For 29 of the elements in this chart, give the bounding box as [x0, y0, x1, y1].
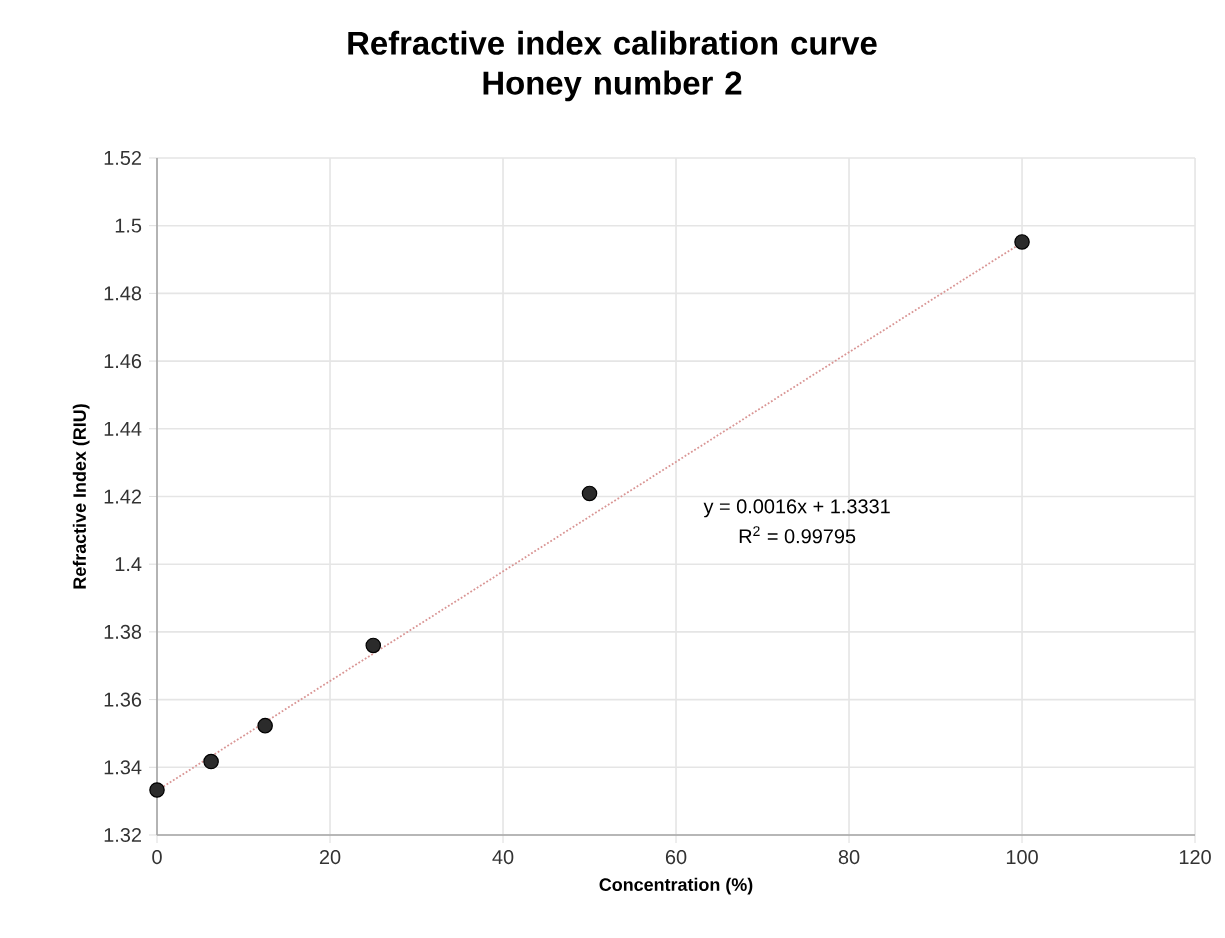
x-tick-label: 100: [1006, 850, 1038, 865]
point: [203, 753, 219, 770]
x-tick-label: 120: [1179, 850, 1211, 865]
y-tick-label: 1.36: [104, 692, 142, 707]
x-tick-label: 60: [665, 850, 687, 865]
x-tick-label: 20: [319, 850, 341, 865]
y-tick-label: 1.42: [104, 489, 141, 504]
y-tick-label: 1.38: [104, 624, 142, 639]
point: [1014, 234, 1030, 250]
point: [257, 717, 273, 734]
y-tick-label: 1.46: [104, 354, 142, 369]
y-tick-label: 1.4: [115, 557, 142, 572]
x-tick-label: 80: [838, 850, 860, 865]
annotation: R$^{2}$ = 0.99795: [739, 526, 856, 544]
y-tick-label: 1.34: [104, 760, 142, 775]
point: [149, 782, 165, 798]
y-tick-label: 1.48: [104, 286, 142, 301]
y-tick-label: 1.32: [104, 827, 141, 843]
x-tick-label: 0: [152, 850, 162, 865]
y-tick-label: 1.44: [104, 421, 142, 436]
y-tick-label: 1.52: [104, 150, 141, 166]
y-axis-title: Refractive Index (RIU): [72, 404, 90, 589]
x-axis-title: Concentration (%): [599, 877, 753, 895]
annotation: y = 0.0016x + 1.3331: [703, 499, 890, 518]
chart-title: Refractive index calibration curve Honey number 2: [348, 30, 877, 102]
point: [581, 485, 598, 502]
point: [365, 637, 382, 654]
y-tick-label: 1.5: [115, 218, 142, 233]
x-tick-label: 40: [492, 850, 514, 865]
